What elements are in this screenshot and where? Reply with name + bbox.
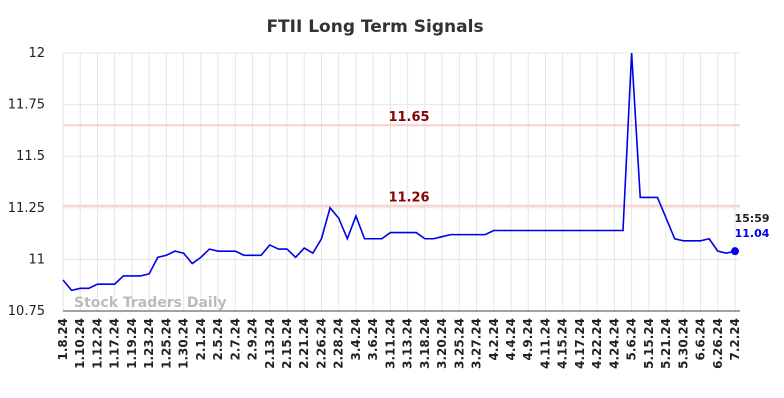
x-tick-label: 1.25.24 xyxy=(159,318,173,369)
x-tick-label: 4.2.24 xyxy=(487,318,501,361)
last-point xyxy=(731,247,739,256)
x-tick-label: 1.10.24 xyxy=(73,318,87,369)
x-tick-label: 3.18.24 xyxy=(418,318,432,369)
x-tick-label: 2.9.24 xyxy=(246,318,260,361)
x-tick-label: 5.6.24 xyxy=(625,318,639,361)
x-tick-label: 7.2.24 xyxy=(728,318,742,361)
x-tick-label: 2.15.24 xyxy=(280,318,294,369)
price-line xyxy=(62,52,736,292)
y-tick-label: 11.5 xyxy=(16,149,45,164)
chart-title: FTII Long Term Signals xyxy=(266,17,483,37)
x-tick-label: 2.26.24 xyxy=(314,318,328,369)
x-tick-label: 1.8.24 xyxy=(56,318,70,361)
x-tick-label: 3.25.24 xyxy=(452,318,466,369)
x-tick-label: 3.27.24 xyxy=(470,318,484,369)
x-tick-label: 3.11.24 xyxy=(383,318,397,369)
x-tick-label: 2.5.24 xyxy=(211,318,225,361)
x-tick-label: 4.22.24 xyxy=(590,318,604,369)
x-tick-label: 5.21.24 xyxy=(659,318,673,369)
x-tick-label: 6.6.24 xyxy=(694,318,708,361)
x-tick-label: 3.13.24 xyxy=(401,318,415,369)
x-tick-label: 1.12.24 xyxy=(90,318,104,369)
x-tick-label: 4.17.24 xyxy=(573,318,587,369)
last-time: 15:59 xyxy=(734,212,769,225)
x-tick-label: 1.30.24 xyxy=(177,318,191,369)
signal-label: 11.65 xyxy=(388,110,429,125)
x-tick-label: 2.21.24 xyxy=(297,318,311,369)
x-tick-label: 4.9.24 xyxy=(521,318,535,361)
x-tick-label: 3.6.24 xyxy=(366,318,380,361)
x-tick-label: 4.4.24 xyxy=(504,318,518,361)
x-tick-label: 2.7.24 xyxy=(228,318,242,361)
signal-label: 11.26 xyxy=(388,191,429,206)
last-value: 11.04 xyxy=(735,227,770,240)
y-tick-label: 11 xyxy=(28,252,45,267)
x-tick-label: 6.26.24 xyxy=(711,318,725,369)
x-tick-label: 3.20.24 xyxy=(435,318,449,369)
y-tick-label: 12 xyxy=(28,46,45,61)
x-tick-label: 5.30.24 xyxy=(676,318,690,369)
x-tick-label: 1.19.24 xyxy=(125,318,139,369)
x-tick-label: 5.15.24 xyxy=(642,318,656,369)
x-tick-label: 1.23.24 xyxy=(142,318,156,369)
x-tick-label: 4.15.24 xyxy=(556,318,570,369)
x-tick-label: 4.11.24 xyxy=(538,318,552,369)
x-tick-label: 2.28.24 xyxy=(332,318,346,369)
watermark: Stock Traders Daily xyxy=(74,295,227,311)
y-tick-label: 10.75 xyxy=(8,304,45,319)
y-tick-label: 11.75 xyxy=(8,98,45,113)
x-tick-label: 2.1.24 xyxy=(194,318,208,361)
y-tick-label: 11.25 xyxy=(8,201,45,216)
x-tick-label: 3.4.24 xyxy=(349,318,363,361)
x-tick-label: 2.13.24 xyxy=(263,318,277,369)
x-tick-label: 1.17.24 xyxy=(108,318,122,369)
x-tick-label: 4.24.24 xyxy=(607,318,621,369)
